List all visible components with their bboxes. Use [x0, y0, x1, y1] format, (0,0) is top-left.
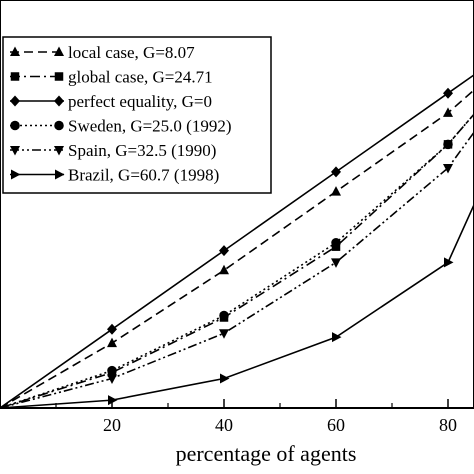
data-point-2-1 — [107, 323, 117, 335]
series-line-5 — [0, 202, 474, 409]
data-point-2-4 — [443, 87, 453, 99]
data-point-4-1 — [107, 374, 117, 384]
legend-label-3: Sweden, G=25.0 (1992) — [68, 117, 232, 136]
legend-label-4: Spain, G=32.5 (1990) — [68, 141, 216, 160]
legend-marker-3 — [10, 120, 20, 131]
data-point-0-1 — [107, 337, 117, 348]
data-point-4-3 — [331, 258, 341, 268]
data-point-0-2 — [219, 264, 229, 275]
legend-marker-2 — [10, 95, 20, 107]
data-point-2-3 — [331, 166, 341, 178]
data-point-4-2 — [219, 329, 229, 339]
legend-label-0: local case, G=8.07 — [68, 43, 195, 62]
legend-marker-end-5 — [55, 169, 65, 180]
legend-marker-end-0 — [54, 46, 64, 56]
data-point-3-2 — [219, 310, 229, 321]
x-tick-label-0: 20 — [103, 415, 121, 435]
plot-lines — [0, 73, 474, 409]
plot-frame — [0, 0, 474, 409]
series-line-1 — [0, 112, 474, 409]
legend-label-2: perfect equality, G=0 — [68, 92, 212, 111]
x-tick-label-1: 40 — [215, 415, 233, 435]
x-axis-title: percentage of agents — [176, 441, 357, 466]
x-tick-label-2: 60 — [327, 415, 345, 435]
legend-label-5: Brazil, G=60.7 (1998) — [68, 166, 219, 185]
data-point-5-3 — [332, 332, 342, 343]
legend-marker-end-1 — [54, 72, 64, 81]
data-point-5-2 — [220, 373, 230, 384]
legend-marker-0 — [10, 46, 20, 56]
legend-marker-4 — [10, 146, 20, 156]
legend-marker-1 — [10, 72, 20, 81]
x-tick-label-3: 80 — [439, 415, 457, 435]
legend-marker-end-2 — [54, 95, 64, 107]
legend: local case, G=8.07 global case, G=24.71 pe… — [2, 36, 272, 194]
data-point-3-4 — [443, 139, 453, 150]
data-point-5-4 — [444, 257, 454, 268]
series-line-2 — [0, 73, 474, 409]
legend-box — [2, 36, 272, 194]
data-point-0-4 — [443, 107, 453, 117]
data-point-3-3 — [331, 237, 341, 248]
data-point-4-4 — [443, 163, 453, 174]
legend-label-1: global case, G=24.71 — [68, 68, 213, 87]
legend-marker-5 — [11, 169, 21, 180]
legend-marker-end-3 — [54, 120, 64, 131]
series-line-0 — [0, 88, 474, 409]
series-line-4 — [0, 130, 474, 409]
data-point-2-2 — [219, 245, 229, 257]
plot-markers — [107, 87, 454, 406]
data-point-3-1 — [107, 365, 117, 376]
data-point-0-3 — [331, 186, 341, 196]
x-axis: 20 40 60 80 — [55, 399, 457, 435]
legend-marker-end-4 — [54, 146, 64, 156]
